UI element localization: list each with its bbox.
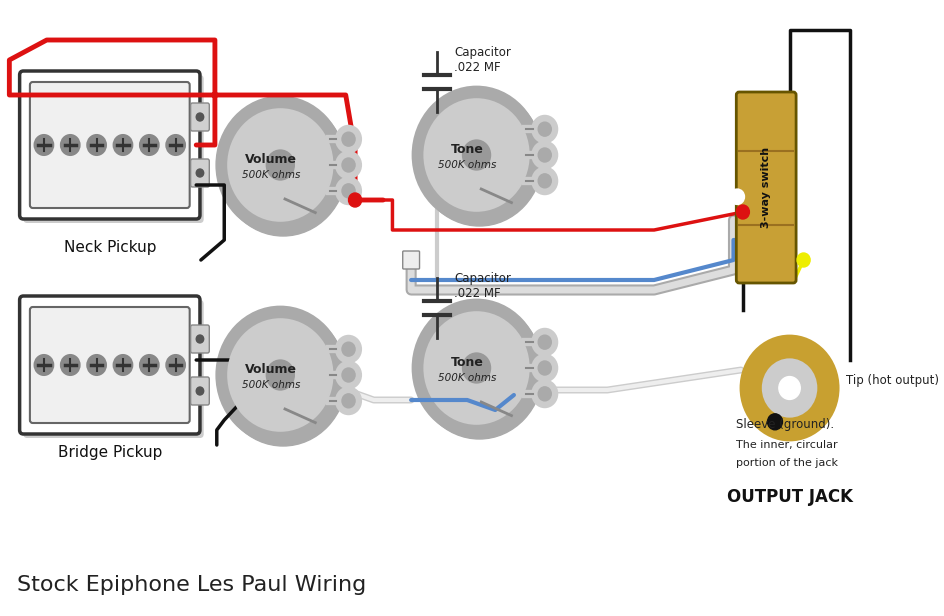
Circle shape	[415, 303, 542, 439]
Text: 500K ohms: 500K ohms	[242, 170, 300, 180]
Circle shape	[462, 353, 490, 383]
Circle shape	[740, 336, 837, 440]
Circle shape	[196, 113, 204, 121]
Circle shape	[538, 361, 550, 375]
Text: Tone: Tone	[450, 142, 483, 155]
Circle shape	[87, 355, 106, 375]
Circle shape	[778, 376, 800, 399]
Circle shape	[342, 394, 355, 408]
Circle shape	[266, 360, 294, 390]
Circle shape	[532, 142, 556, 168]
FancyBboxPatch shape	[191, 103, 209, 131]
Circle shape	[219, 310, 346, 446]
Circle shape	[336, 152, 361, 178]
FancyBboxPatch shape	[191, 159, 209, 187]
Text: The inner, circular: The inner, circular	[735, 440, 837, 450]
Text: OUTPUT JACK: OUTPUT JACK	[726, 488, 851, 506]
Circle shape	[735, 205, 749, 219]
Text: Neck Pickup: Neck Pickup	[63, 240, 156, 255]
Text: 500K ohms: 500K ohms	[438, 160, 496, 170]
Text: Capacitor
.022 MF: Capacitor .022 MF	[454, 46, 511, 74]
Circle shape	[538, 387, 550, 401]
Text: 500K ohms: 500K ohms	[438, 373, 496, 383]
Text: 3-way switch: 3-way switch	[761, 147, 770, 228]
Text: Volume: Volume	[244, 153, 296, 166]
Circle shape	[342, 342, 355, 356]
Circle shape	[196, 335, 204, 343]
Text: Bridge Pickup: Bridge Pickup	[58, 445, 161, 460]
Circle shape	[113, 135, 132, 155]
Circle shape	[415, 90, 542, 226]
Circle shape	[216, 307, 344, 443]
Circle shape	[532, 116, 556, 142]
Text: Capacitor
.022 MF: Capacitor .022 MF	[454, 272, 511, 300]
FancyBboxPatch shape	[30, 82, 190, 208]
Circle shape	[413, 87, 540, 223]
Circle shape	[228, 109, 332, 221]
FancyBboxPatch shape	[735, 92, 795, 283]
Circle shape	[796, 253, 809, 267]
Circle shape	[424, 312, 528, 424]
Text: portion of the jack: portion of the jack	[735, 458, 837, 468]
Circle shape	[342, 368, 355, 382]
Circle shape	[60, 355, 79, 375]
Circle shape	[538, 122, 550, 136]
FancyBboxPatch shape	[191, 325, 209, 353]
FancyBboxPatch shape	[402, 251, 419, 269]
Text: 500K ohms: 500K ohms	[242, 380, 300, 390]
Circle shape	[266, 150, 294, 180]
Circle shape	[532, 329, 556, 355]
Circle shape	[336, 126, 361, 152]
Circle shape	[87, 135, 106, 155]
Circle shape	[538, 335, 550, 349]
FancyBboxPatch shape	[24, 75, 204, 223]
Circle shape	[538, 174, 550, 188]
Circle shape	[140, 355, 159, 375]
Circle shape	[336, 388, 361, 414]
Circle shape	[342, 132, 355, 146]
Circle shape	[35, 355, 53, 375]
Text: Sleeve (ground).: Sleeve (ground).	[735, 418, 834, 431]
Circle shape	[413, 300, 540, 436]
Circle shape	[219, 100, 346, 236]
Circle shape	[342, 184, 355, 198]
FancyBboxPatch shape	[20, 71, 200, 219]
Circle shape	[140, 135, 159, 155]
FancyBboxPatch shape	[30, 307, 190, 423]
Circle shape	[166, 135, 185, 155]
FancyBboxPatch shape	[20, 296, 200, 434]
Circle shape	[532, 381, 556, 407]
Text: Volume: Volume	[244, 362, 296, 376]
Circle shape	[767, 414, 782, 430]
Circle shape	[35, 135, 53, 155]
Circle shape	[336, 362, 361, 388]
Circle shape	[228, 319, 332, 431]
Circle shape	[216, 97, 344, 233]
Circle shape	[60, 135, 79, 155]
Circle shape	[462, 140, 490, 170]
Circle shape	[532, 168, 556, 194]
Circle shape	[730, 190, 743, 204]
Circle shape	[342, 158, 355, 172]
Circle shape	[532, 355, 556, 381]
Text: Tip (hot output): Tip (hot output)	[845, 373, 937, 386]
Circle shape	[336, 178, 361, 204]
Circle shape	[166, 355, 185, 375]
Circle shape	[336, 336, 361, 362]
Text: Tone: Tone	[450, 355, 483, 368]
Circle shape	[762, 359, 816, 416]
Circle shape	[196, 169, 204, 177]
Circle shape	[113, 355, 132, 375]
FancyBboxPatch shape	[191, 377, 209, 405]
Text: Stock Epiphone Les Paul Wiring: Stock Epiphone Les Paul Wiring	[17, 575, 365, 595]
Circle shape	[348, 193, 362, 207]
Circle shape	[196, 387, 204, 395]
Circle shape	[424, 99, 528, 211]
Circle shape	[538, 148, 550, 162]
FancyBboxPatch shape	[24, 300, 204, 438]
